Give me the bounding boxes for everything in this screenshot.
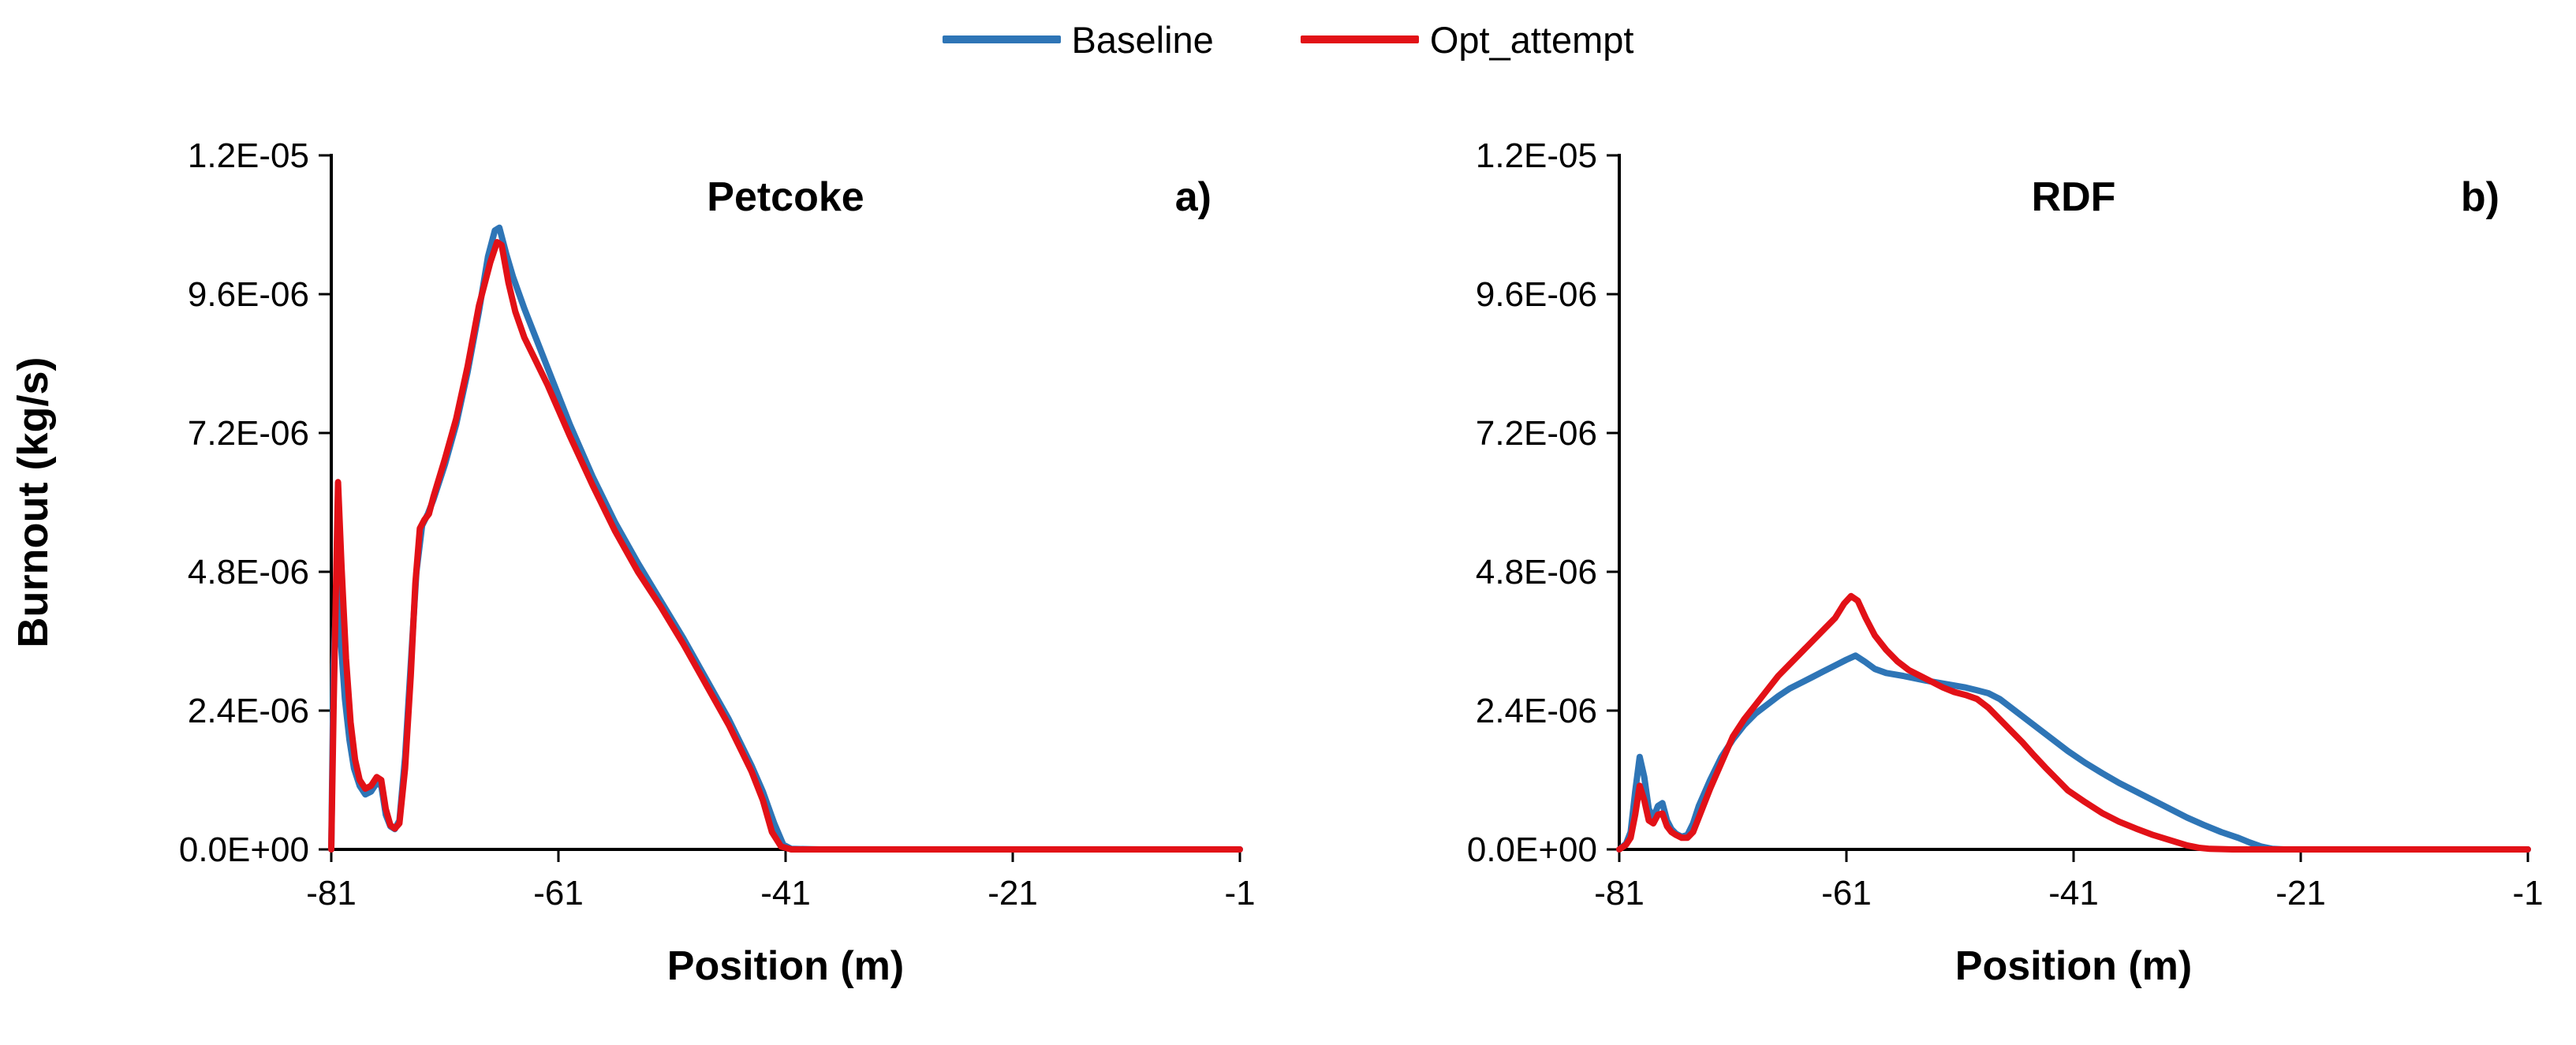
x-tick-label: -1	[2512, 874, 2543, 913]
y-tick-label: 4.8E-06	[188, 553, 309, 592]
panel-corner-label: a)	[1175, 174, 1211, 220]
baseline-line-swatch	[942, 35, 1061, 43]
x-tick-label: -81	[1594, 874, 1645, 913]
opt-attempt-line-swatch	[1300, 35, 1419, 43]
y-tick-label: 4.8E-06	[1476, 553, 1597, 592]
legend-item-opt-attempt: Opt_attempt	[1300, 18, 1634, 61]
series-line-opt_attempt	[328, 239, 1243, 853]
y-tick-label: 2.4E-06	[188, 692, 309, 730]
panel-corner-label: b)	[2461, 174, 2499, 220]
x-tick-label: -41	[2048, 874, 2099, 913]
legend-label-opt-attempt: Opt_attempt	[1429, 18, 1634, 61]
y-tick-label: 7.2E-06	[1476, 414, 1597, 453]
series-line-baseline	[328, 224, 1243, 853]
x-tick-label: -81	[306, 874, 357, 913]
legend-item-baseline: Baseline	[942, 18, 1214, 61]
charts-row: 0.0E+00 2.4E-06 4.8E-06 7.2E-06 9.6E-06 1.2E-…	[0, 73, 2576, 1041]
chart-svg-rdf: 0.0E+00 2.4E-06 4.8E-06 7.2E-06 9.6E-06 1.2E-…	[1467, 136, 2544, 989]
x-tick-label: -61	[533, 874, 584, 913]
series-line-baseline	[1616, 652, 2531, 853]
y-tick-label: 0.0E+00	[179, 830, 309, 869]
x-axis-title: Position (m)	[667, 943, 904, 989]
x-tick-label: -21	[2275, 874, 2326, 913]
y-tick-label: 0.0E+00	[1467, 830, 1597, 869]
x-tick-label: -61	[1821, 874, 1872, 913]
y-tick-label: 1.2E-05	[1476, 136, 1597, 175]
x-tick-label: -1	[1224, 874, 1255, 913]
y-tick-label: 9.6E-06	[188, 275, 309, 314]
legend: Baseline Opt_attempt	[0, 6, 2576, 73]
x-tick-label: -41	[760, 874, 811, 913]
chart-panel-petcoke: 0.0E+00 2.4E-06 4.8E-06 7.2E-06 9.6E-06 1.2E-…	[0, 73, 1288, 1041]
y-tick-label: 1.2E-05	[188, 136, 309, 175]
panel-title: Petcoke	[707, 174, 864, 220]
y-axis-title: Burnout (kg/s)	[9, 357, 57, 648]
y-tick-label: 9.6E-06	[1476, 275, 1597, 314]
x-axis-title: Position (m)	[1955, 943, 2192, 989]
chart-svg-petcoke: 0.0E+00 2.4E-06 4.8E-06 7.2E-06 9.6E-06 1.2E-…	[9, 136, 1256, 989]
x-tick-label: -21	[987, 874, 1038, 913]
panel-title: RDF	[2032, 174, 2116, 220]
y-tick-label: 2.4E-06	[1476, 692, 1597, 730]
series-line-opt_attempt	[1616, 592, 2531, 853]
chart-panel-rdf: 0.0E+00 2.4E-06 4.8E-06 7.2E-06 9.6E-06 1.2E-…	[1288, 73, 2576, 1041]
legend-label-baseline: Baseline	[1071, 18, 1214, 61]
y-tick-label: 7.2E-06	[188, 414, 309, 453]
